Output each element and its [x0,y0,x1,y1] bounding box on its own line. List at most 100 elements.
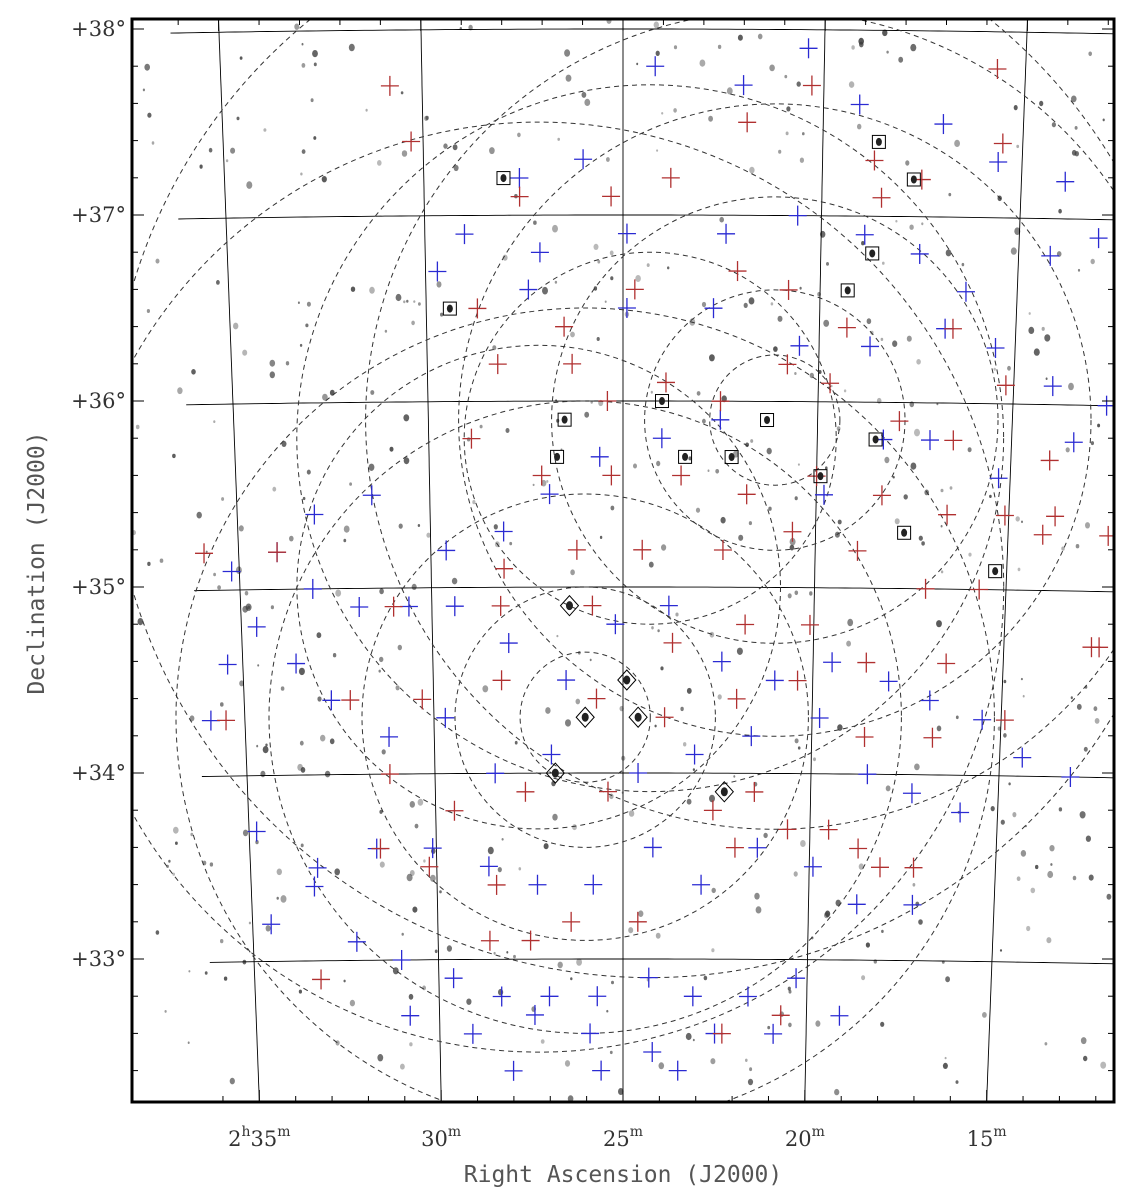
background-source [389,446,394,452]
dec-gridline [178,214,1114,221]
boxed-source-square [655,394,669,409]
blue-plus-marker [617,223,636,244]
red-plus-marker [995,710,1014,731]
blue-plus-marker [436,707,455,728]
background-source [1088,874,1094,881]
red-plus-marker [745,781,764,802]
red-plus-marker [993,133,1012,154]
red-plus-marker [943,318,962,339]
background-source [412,906,418,913]
background-source [793,871,798,877]
background-source [147,112,152,118]
dec-gridline [201,772,1114,779]
ra-gridline [986,19,1028,1102]
background-source [657,629,660,633]
blue-plus-marker [350,596,369,617]
background-source [147,561,151,567]
background-source [882,261,885,265]
blue-plus-marker [557,670,576,691]
field-circle [551,196,999,644]
red-plus-marker [567,539,586,560]
background-source [236,116,240,121]
boxed-sources [442,134,1003,579]
background-source [1083,1055,1088,1062]
red-plus-marker [672,465,691,486]
background-source [866,318,872,325]
background-source [861,975,866,981]
background-source [1071,149,1077,156]
red-plus-marker [712,1023,731,1044]
blue-plus-marker [1041,245,1060,266]
red-plus-marker [488,354,507,375]
background-source [406,873,413,882]
background-source [446,945,452,952]
background-source [1075,544,1080,549]
blue-plus-marker [711,409,730,430]
background-source [466,998,472,1005]
background-source [392,967,399,975]
ra-gridline [804,19,826,1102]
blue-plus-marker [668,1060,687,1081]
background-source [733,775,736,778]
background-source [191,369,196,375]
background-source [709,794,715,803]
red-plus-marker [1099,525,1114,546]
background-source [993,367,996,371]
background-source [370,390,375,395]
red-plus-marker [598,781,617,802]
background-source [940,524,943,528]
blue-plus-marker [903,894,922,915]
background-source [1028,312,1031,315]
background-source [1070,696,1073,700]
red-plus-marker [778,354,797,375]
red-plus-marker [384,596,403,617]
boxed-source-square [724,450,739,465]
background-source [910,43,917,52]
background-source [654,724,657,728]
red-plus-marker [341,690,360,711]
background-source [658,1062,665,1070]
background-source [609,250,614,256]
blue-plus-marker [956,281,975,302]
red-plus-marker [371,838,390,859]
background-source [736,647,743,655]
background-source [918,535,923,541]
background-source [1088,51,1092,57]
background-source [270,605,274,610]
background-source [1085,522,1090,529]
background-source [945,976,950,983]
red-plus-marker [855,726,874,747]
blue-plus-marker [973,709,992,730]
background-source [256,744,259,748]
background-source [903,494,908,500]
blue-plus-marker [986,337,1005,358]
background-source [242,829,249,837]
background-source [581,91,587,98]
background-source [1061,546,1065,551]
red-plus-marker [819,819,838,840]
red-plus-marker [532,465,551,486]
x-tick-label: 20m [785,1124,825,1151]
background-source [707,469,710,473]
background-source [692,768,696,771]
background-source [294,23,300,30]
background-source [636,62,639,66]
background-source [912,883,916,887]
red-plus-marker [468,298,487,319]
background-source [1017,567,1021,572]
background-source [313,136,317,140]
blue-plus-marker [201,710,220,731]
diamond-source-dot [623,675,631,685]
background-source [1094,718,1100,724]
background-source [611,980,614,985]
background-source [546,480,549,483]
background-source [823,319,830,327]
red-plus-marker [602,186,621,207]
background-source [673,108,677,113]
background-source [1039,100,1044,107]
blue-plus-marker [1061,767,1080,788]
blue-plus-marker [683,986,702,1007]
blue-plus-marker [262,914,281,935]
background-source [738,534,744,541]
background-source [786,106,791,112]
